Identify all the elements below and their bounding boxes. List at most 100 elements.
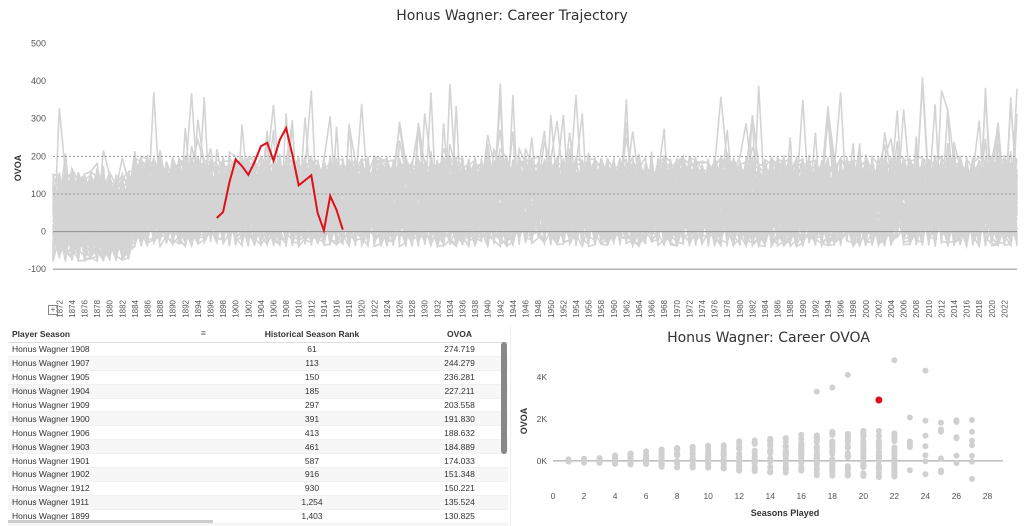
x-tick-label: 1962 — [622, 299, 631, 317]
player-point — [689, 451, 696, 458]
cell-rank: 1,254 — [301, 497, 323, 508]
x-tick-label: 1950 — [547, 299, 556, 317]
scatter-points — [565, 357, 975, 482]
x-tick-label: 1884 — [131, 299, 140, 317]
player-point — [705, 442, 712, 449]
y-tick-label: 200 — [31, 151, 46, 161]
player-point — [875, 462, 882, 469]
player-point — [968, 416, 975, 423]
cell-ovoa: 150.221 — [444, 483, 475, 494]
player-point — [581, 457, 588, 464]
x-tick-label: 20 — [859, 491, 869, 501]
table-row[interactable]: Honus Wagner 1909 297 203.558 — [8, 399, 508, 413]
player-point — [829, 458, 836, 465]
x-tick-label: 1926 — [396, 299, 405, 317]
x-tick-label: 1938 — [471, 299, 480, 317]
cell-rank: 916 — [304, 469, 320, 480]
cell-ovoa: 227.211 — [444, 386, 475, 397]
league-line — [52, 104, 1018, 259]
table-row[interactable]: Honus Wagner 1905 150 236.281 — [8, 371, 508, 385]
player-point — [891, 445, 898, 452]
cell-ovoa: 174.033 — [444, 455, 475, 466]
player-point — [891, 357, 898, 364]
player-point — [689, 461, 696, 468]
player-point — [829, 472, 836, 479]
player-point — [906, 442, 913, 449]
x-tick-label: 1976 — [711, 299, 720, 317]
player-point — [906, 414, 913, 421]
table-row[interactable]: Honus Wagner 1899 1,403 130.825 — [8, 510, 508, 524]
player-point — [875, 473, 882, 480]
scatter-y-label: OVOA — [519, 407, 529, 434]
x-tick-label: 1872 — [55, 299, 64, 317]
x-tick-label: 1944 — [509, 299, 518, 317]
cell-player: Honus Wagner 1903 — [12, 441, 90, 452]
expand-icon[interactable]: + — [48, 305, 58, 315]
table-row[interactable]: Honus Wagner 1911 1,254 135.524 — [8, 495, 508, 510]
x-tick-label: 8 — [675, 491, 680, 501]
cell-rank: 587 — [304, 455, 320, 466]
player-point — [813, 443, 820, 450]
panel-divider — [510, 326, 511, 526]
sort-icon[interactable]: ≡ — [200, 328, 206, 338]
table-row[interactable]: Honus Wagner 1900 391 191.830 — [8, 412, 508, 427]
cell-rank: 930 — [304, 483, 320, 494]
scatter-chart-title: Honus Wagner: Career OVOA — [667, 330, 870, 346]
table-row[interactable]: Honus Wagner 1908 61 274.719 — [8, 343, 508, 357]
player-point — [875, 449, 882, 456]
x-tick-label: 2018 — [975, 299, 984, 317]
table-scrollbar[interactable] — [501, 342, 507, 454]
x-tick-label: 1936 — [459, 299, 468, 317]
x-tick-label: 2002 — [874, 299, 883, 317]
table-row[interactable]: Honus Wagner 1906 413 188.632 — [8, 426, 508, 441]
table-row[interactable]: Honus Wagner 1912 930 150.221 — [8, 482, 508, 496]
cell-rank: 461 — [304, 441, 320, 452]
player-point — [922, 471, 929, 478]
header-rank[interactable]: Historical Season Rank — [264, 329, 360, 339]
x-tick-label: 1994 — [824, 299, 833, 317]
player-point — [829, 384, 836, 391]
x-tick-label: 1886 — [144, 299, 153, 317]
table-horizontal-scrollbar[interactable] — [8, 520, 213, 523]
player-point — [705, 457, 712, 464]
league-line — [52, 126, 1018, 257]
header-player-season[interactable]: Player Season — [12, 329, 71, 339]
x-tick-label: 1916 — [333, 299, 342, 317]
player-point — [844, 463, 851, 470]
header-ovoa[interactable]: OVOA — [446, 329, 473, 339]
table-row[interactable]: Honus Wagner 1902 916 151.348 — [8, 468, 508, 482]
cell-ovoa: 244.279 — [444, 358, 475, 369]
x-tick-label: 1894 — [194, 299, 203, 317]
x-tick-label: 1954 — [572, 299, 581, 317]
x-tick-label: 1986 — [774, 299, 783, 317]
cell-player: Honus Wagner 1899 — [12, 511, 90, 522]
x-tick-label: 28 — [983, 491, 993, 501]
player-point — [860, 471, 867, 478]
player-point — [736, 445, 743, 452]
table-row[interactable]: Honus Wagner 1904 185 227.211 — [8, 384, 508, 399]
highlight-series — [216, 125, 344, 235]
player-point — [674, 446, 681, 453]
table-row[interactable]: Honus Wagner 1907 113 244.279 — [8, 356, 508, 371]
x-tick-label: 1932 — [433, 299, 442, 317]
cell-player: Honus Wagner 1911 — [12, 497, 90, 508]
x-tick-label: 1882 — [118, 299, 127, 317]
reference-lines — [53, 155, 1017, 270]
x-tick-label: 2020 — [988, 299, 997, 317]
player-point — [674, 459, 681, 466]
player-point — [767, 436, 774, 443]
player-point — [720, 447, 727, 454]
player-point — [798, 431, 805, 438]
player-point — [705, 452, 712, 459]
x-tick-label: 1914 — [320, 299, 329, 317]
x-tick-label: 1902 — [244, 299, 253, 317]
cell-player: Honus Wagner 1905 — [12, 372, 90, 383]
x-tick-label: 1956 — [585, 299, 594, 317]
y-tick-label: 4K — [537, 372, 548, 382]
player-point — [767, 446, 774, 453]
table-row[interactable]: Honus Wagner 1901 587 174.033 — [8, 454, 508, 469]
table-row[interactable]: Honus Wagner 1903 461 184.889 — [8, 440, 508, 455]
y-tick-label: 2K — [537, 414, 548, 424]
